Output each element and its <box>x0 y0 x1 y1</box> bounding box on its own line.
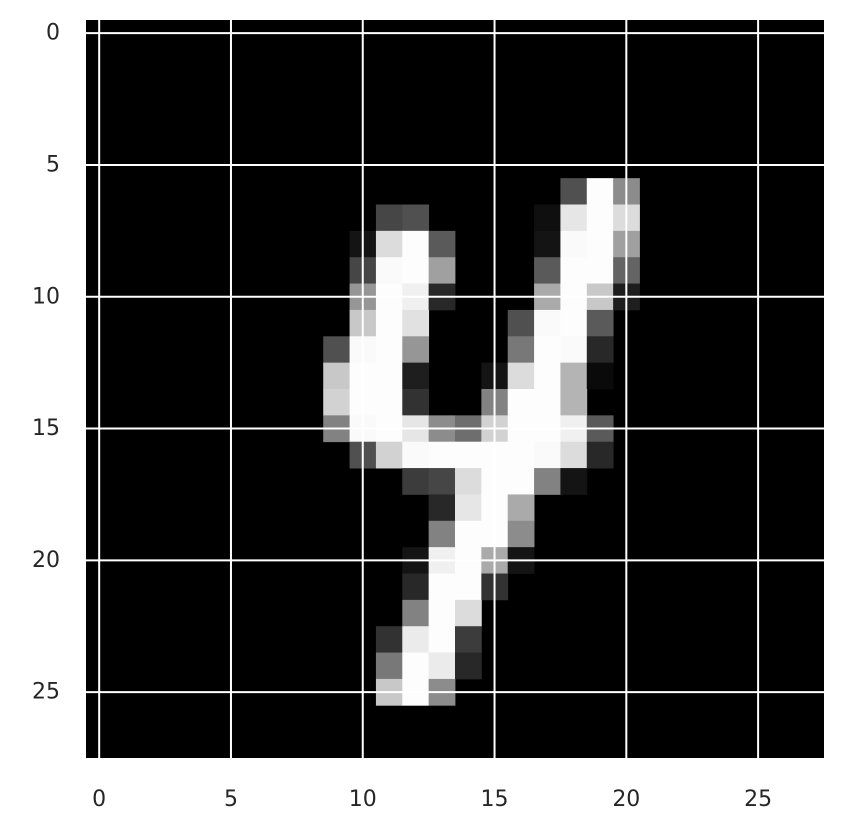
image-pixel <box>323 389 350 416</box>
image-pixel <box>507 309 535 337</box>
image-pixel <box>402 257 430 284</box>
y-tick-label: 25 <box>32 680 60 705</box>
image-pixel <box>428 626 456 653</box>
image-pixel <box>402 336 430 364</box>
image-pixel <box>455 468 482 495</box>
image-pixel <box>402 652 430 680</box>
y-tick-label: 0 <box>46 21 60 46</box>
image-pixel <box>402 599 430 627</box>
image-pixel <box>560 204 588 232</box>
image-pixel <box>375 652 403 680</box>
image-pixel <box>455 573 482 601</box>
x-tick-label: 0 <box>92 787 106 812</box>
image-pixel <box>507 441 535 469</box>
image-pixel <box>375 204 403 232</box>
image-pixel <box>534 441 561 469</box>
image-pixel <box>560 178 588 205</box>
image-pixel <box>402 389 430 416</box>
axes: 0 5 10 15 20 25 0 5 10 15 20 25 <box>32 21 772 812</box>
image-pixel <box>507 520 535 548</box>
image-pixel <box>586 178 614 205</box>
image-pixel <box>586 441 614 469</box>
image-pixel <box>402 441 430 469</box>
image-pixel <box>560 230 588 258</box>
image-pixel <box>586 230 614 258</box>
image-pixel <box>586 257 614 284</box>
y-tick-label: 15 <box>32 416 60 441</box>
image-pixel <box>507 389 535 416</box>
image-pixel <box>428 441 456 469</box>
image-pixel <box>534 204 561 232</box>
image-pixel <box>375 389 403 416</box>
image-pixel <box>402 230 430 258</box>
image-pixel <box>428 520 456 548</box>
x-tick-label: 10 <box>349 787 377 812</box>
image-pixel <box>507 468 535 495</box>
image-pixel <box>402 626 430 653</box>
image-pixel <box>323 362 350 390</box>
image-area <box>86 20 824 758</box>
image-pixel <box>507 494 535 522</box>
image-pixel <box>560 441 588 469</box>
image-pixel <box>507 336 535 364</box>
image-pixel <box>402 204 430 232</box>
image-pixel <box>455 599 482 627</box>
image-pixel <box>428 230 456 258</box>
image-pixel <box>402 309 430 337</box>
image-pixel <box>560 257 588 284</box>
image-pixel <box>560 309 588 337</box>
image-pixel <box>560 468 588 495</box>
grid <box>86 20 824 758</box>
image-pixel <box>375 336 403 364</box>
image-pixel <box>586 309 614 337</box>
image-pixel <box>375 362 403 390</box>
image-pixel <box>586 204 614 232</box>
image-pixel <box>455 520 482 548</box>
image-pixel <box>402 362 430 390</box>
image-pixel <box>428 494 456 522</box>
image-pixel <box>375 257 403 284</box>
image-pixel <box>428 599 456 627</box>
x-tick-label: 25 <box>744 787 772 812</box>
image-pixel <box>586 362 614 390</box>
image-pixel <box>375 626 403 653</box>
image-pixel <box>534 362 561 390</box>
image-pixel <box>375 230 403 258</box>
image-pixel <box>560 336 588 364</box>
image-pixel <box>534 336 561 364</box>
image-pixel <box>455 652 482 680</box>
image-pixel <box>455 494 482 522</box>
image-pixel <box>323 336 350 364</box>
x-tick-label: 15 <box>481 787 509 812</box>
image-pixel <box>534 257 561 284</box>
image-pixel <box>455 626 482 653</box>
image-pixel <box>586 336 614 364</box>
image-pixel <box>560 362 588 390</box>
image-pixel <box>534 468 561 495</box>
y-tick-label: 10 <box>32 284 60 309</box>
image-pixel <box>402 468 430 495</box>
image-pixel <box>428 652 456 680</box>
image-pixel <box>455 441 482 469</box>
image-pixel <box>534 230 561 258</box>
image-pixel <box>560 389 588 416</box>
image-pixel <box>428 257 456 284</box>
image-pixel <box>375 441 403 469</box>
image-pixel <box>534 309 561 337</box>
image-pixel <box>402 573 430 601</box>
image-pixel <box>534 389 561 416</box>
x-tick-label: 20 <box>612 787 640 812</box>
image-pixel <box>428 468 456 495</box>
y-tick-label: 20 <box>32 548 60 573</box>
y-tick-label: 5 <box>46 152 60 177</box>
image-pixel <box>428 573 456 601</box>
image-pixel <box>375 309 403 337</box>
image-pixel <box>507 362 535 390</box>
x-tick-label: 5 <box>224 787 238 812</box>
